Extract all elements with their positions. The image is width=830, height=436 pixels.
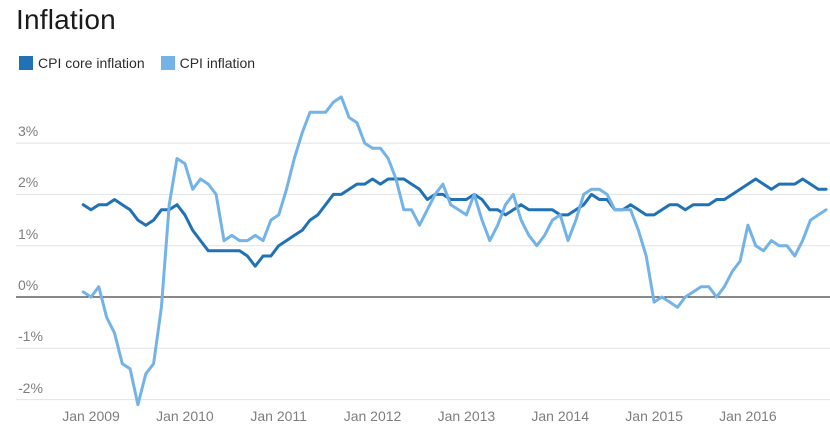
legend-swatch-cpi-icon <box>160 56 175 70</box>
legend-item-cpi-core-inflation[interactable]: CPI core inflation <box>19 55 145 71</box>
x-axis-label: Jan 2012 <box>343 408 402 424</box>
y-axis-label: 0% <box>18 277 39 293</box>
y-axis-label: -1% <box>18 328 43 345</box>
x-axis-label: Jan 2013 <box>437 408 496 424</box>
legend-label-cpi-core-inflation: CPI core inflation <box>38 55 145 71</box>
legend-item-cpi-inflation[interactable]: CPI inflation <box>160 55 256 71</box>
y-axis-label: -2% <box>18 379 43 396</box>
x-axis-label: Jan 2010 <box>156 408 214 424</box>
legend-swatch-core-icon <box>19 56 33 70</box>
x-axis-label: Jan 2016 <box>719 408 777 424</box>
chart-title: Inflation <box>16 4 116 35</box>
series-line-cpi-core-inflation <box>81 177 828 268</box>
legend-label-cpi-inflation: CPI inflation <box>179 55 256 71</box>
y-axis-label: 3% <box>18 123 39 140</box>
legend: CPI core inflation CPI inflation <box>19 55 255 71</box>
x-axis-label: Jan 2014 <box>531 408 589 424</box>
series-line-cpi-inflation <box>81 95 828 407</box>
x-axis-label: Jan 2009 <box>62 408 120 424</box>
y-axis-label: 1% <box>18 225 39 242</box>
x-axis-label: Jan 2015 <box>625 408 683 424</box>
y-axis-label: 2% <box>18 174 39 191</box>
x-axis-label: Jan 2011 <box>250 408 307 424</box>
